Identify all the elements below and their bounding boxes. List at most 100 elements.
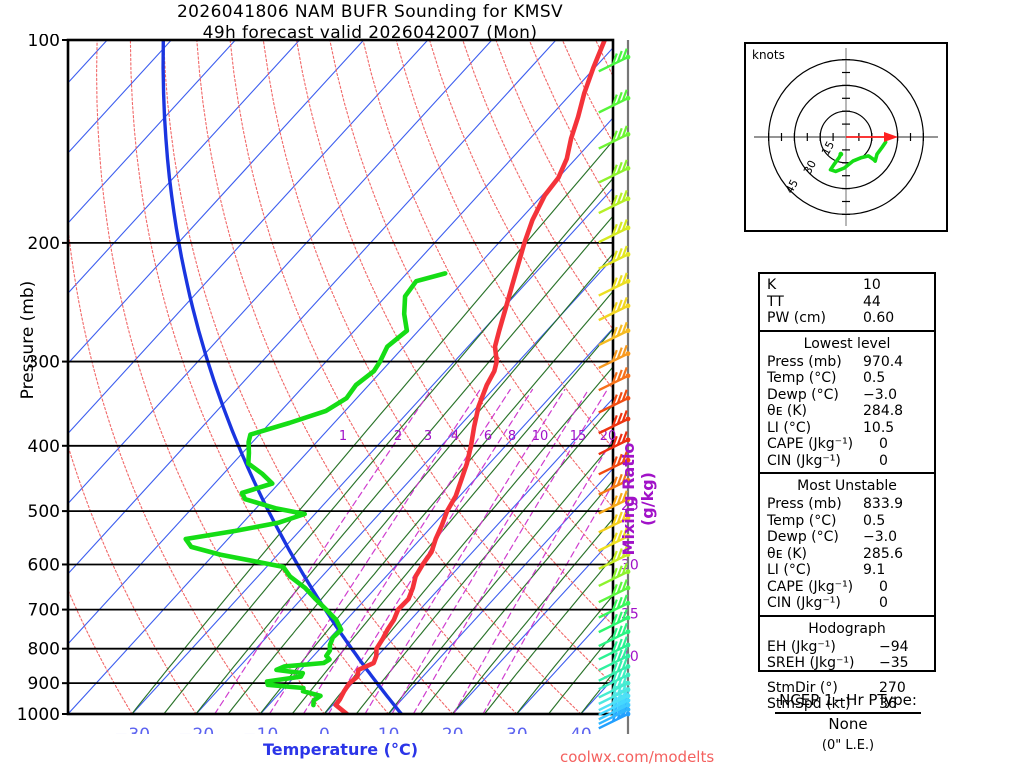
- stat-value: −35: [879, 655, 909, 671]
- pressure-tick-label: 400: [28, 437, 60, 457]
- wind-barb: [598, 245, 631, 270]
- wind-barb: [598, 344, 631, 370]
- isotherm-line: [68, 40, 557, 575]
- sounding-stats-panel: K 10 TT 44 PW (cm) 0.60 Lowest level Pre…: [758, 272, 936, 712]
- section-header: Lowest level: [803, 335, 891, 352]
- pressure-tick-label: 1000: [17, 705, 60, 725]
- isotherm-line: [259, 327, 613, 714]
- moist-adiabat-line: [419, 479, 613, 714]
- hodograph-ring-label: 45: [783, 177, 801, 195]
- grid-group: [68, 40, 660, 714]
- stat-value: 0.5: [863, 370, 886, 386]
- wind-barb: [598, 48, 631, 73]
- isotherm-line: [323, 397, 613, 714]
- wind-barb: [598, 622, 631, 648]
- stat-value: 0: [879, 595, 888, 611]
- wind-barb: [598, 545, 631, 570]
- stat-key: CAPE (Jkg⁻¹): [767, 436, 854, 452]
- isotherm-line: [68, 46, 613, 645]
- moist-adiabat-line: [259, 290, 613, 714]
- stat-value: 9.1: [863, 562, 886, 578]
- dry-adiabat-line: [528, 40, 613, 208]
- stat-key: θᴇ (K): [767, 403, 807, 419]
- stat-value: 0: [879, 578, 888, 595]
- moist-adiabat-line: [227, 252, 613, 714]
- isotherm-line: [68, 40, 493, 505]
- pressure-tick-label: 800: [28, 640, 60, 660]
- stat-value: 285.6: [863, 545, 904, 562]
- stat-value: 0.5: [863, 512, 886, 529]
- ptype-value: None: [828, 715, 868, 733]
- wind-barb: [598, 527, 631, 552]
- temperature-tick-label: −30: [114, 725, 150, 734]
- wind-barb: [598, 189, 631, 215]
- stat-row: Press (mb) 833.9: [760, 496, 934, 513]
- wind-barb: [598, 594, 631, 619]
- hodograph-trace: [828, 140, 888, 174]
- dry-adiabat-line: [229, 40, 582, 714]
- stat-row: Temp (°C) 0.5: [760, 370, 934, 387]
- isotherm-line: [68, 40, 429, 435]
- temperature-tick-label: −10: [242, 725, 278, 734]
- wind-barb: [598, 159, 631, 184]
- mixing-ratio-line: [327, 388, 534, 714]
- stat-key: Dewp (°C): [767, 529, 839, 545]
- mixing-ratio-line: [302, 388, 511, 714]
- mixing-ratio-value-label: 2: [394, 429, 402, 444]
- stat-row: LI (°C) 9.1: [760, 562, 934, 579]
- mixing-ratio-line: [482, 482, 613, 714]
- temperature-tick-label: 20: [442, 725, 464, 734]
- mixing-ratio-value-label: 8: [508, 429, 516, 444]
- stat-row: SREH (Jkg⁻¹) −35: [760, 655, 934, 672]
- wind-barb: [598, 219, 631, 244]
- moist-adiabat-line: [195, 215, 613, 714]
- dry-adiabat-line: [295, 40, 613, 626]
- dry-adiabat-line: [196, 40, 518, 714]
- mixing-ratio-value-label: 10: [532, 429, 549, 444]
- mixing-ratio-line: [364, 388, 566, 714]
- stat-key: Temp (°C): [767, 370, 837, 386]
- stat-row: PW (cm) 0.60: [760, 310, 934, 327]
- wind-barb: [598, 636, 631, 661]
- dry-adiabat-line: [262, 40, 613, 686]
- isotherm-line: [388, 467, 613, 714]
- isotherm-line: [452, 537, 613, 714]
- stat-key: StmDir (°): [767, 679, 838, 696]
- hodograph-trace-start: [838, 151, 844, 157]
- wind-barb: [598, 471, 631, 496]
- hodograph-stats-section: Hodograph EH (Jkg⁻¹) −94 SREH (Jkg⁻¹) −3…: [760, 614, 934, 716]
- stat-value: −94: [879, 638, 909, 655]
- temperature-tick-label: −20: [178, 725, 214, 734]
- stat-row: Temp (°C) 0.5: [760, 513, 934, 530]
- wind-barb: [598, 647, 631, 672]
- mixing-ratio-line: [452, 437, 613, 714]
- stat-value: 970.4: [863, 353, 904, 370]
- stat-value: 36: [879, 696, 897, 712]
- stat-value: 833.9: [863, 496, 904, 512]
- isotherm-line: [68, 40, 301, 295]
- wind-barb: [598, 389, 631, 414]
- dry-adiabat-line: [428, 40, 613, 390]
- dry-adiabat-line: [96, 40, 326, 714]
- temperature-profile: [333, 40, 607, 714]
- moist-adiabat-line: [645, 40, 660, 714]
- stat-row: CIN (Jkg⁻¹) 0: [760, 595, 934, 612]
- stat-row: CIN (Jkg⁻¹) 0: [760, 453, 934, 470]
- wind-barb: [598, 490, 631, 515]
- mixing-ratio-value-label: 20: [600, 429, 617, 444]
- pressure-tick-label: 100: [28, 34, 60, 51]
- stat-key: CIN (Jkg⁻¹): [767, 452, 841, 469]
- stat-value: −3.0: [863, 386, 897, 403]
- dewpoint-profile: [183, 271, 448, 708]
- isotherm-line: [131, 187, 613, 714]
- temperature-tick-label: 10: [378, 725, 400, 734]
- isotherm-line: [68, 40, 236, 224]
- stat-value: −3.0: [863, 529, 897, 545]
- dry-adiabat-line: [129, 40, 390, 714]
- dry-adiabat-line: [329, 40, 613, 567]
- stat-value: 0: [879, 436, 888, 452]
- stat-row: StmDir (°) 270: [760, 680, 934, 697]
- stat-key: Dewp (°C): [767, 386, 839, 403]
- pressure-tick-label: 900: [28, 674, 60, 694]
- page-title: 2026041806 NAM BUFR Sounding for KMSV 49…: [0, 2, 740, 44]
